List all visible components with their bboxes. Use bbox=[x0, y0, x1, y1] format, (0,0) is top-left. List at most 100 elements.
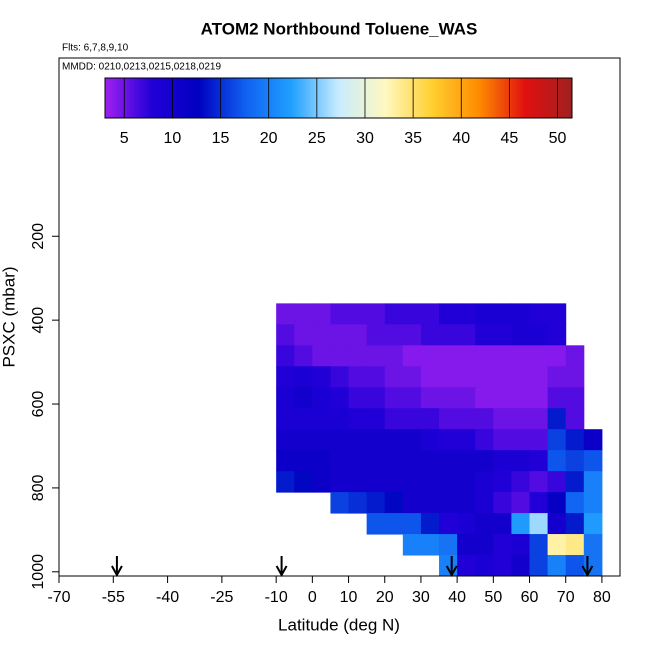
heat-cell bbox=[402, 534, 422, 556]
heat-cell bbox=[439, 345, 458, 367]
heat-cell bbox=[493, 471, 512, 493]
heat-cell bbox=[493, 324, 512, 346]
heat-cell bbox=[276, 303, 295, 325]
heat-cell bbox=[348, 471, 368, 493]
heat-cell bbox=[583, 429, 603, 451]
heat-cell bbox=[511, 345, 531, 367]
heat-cell bbox=[475, 429, 494, 451]
heat-cell bbox=[366, 471, 386, 493]
heat-cell bbox=[547, 303, 567, 325]
heat-cell bbox=[402, 408, 422, 430]
heat-cell bbox=[511, 324, 531, 346]
heat-cell bbox=[294, 303, 313, 325]
heat-cell bbox=[348, 366, 368, 388]
x-tick-label: -10 bbox=[265, 589, 288, 606]
heat-cell bbox=[547, 555, 567, 577]
colorbar-tick-label: 5 bbox=[120, 130, 129, 147]
heat-cell bbox=[294, 366, 313, 388]
x-tick-label: 60 bbox=[521, 589, 539, 606]
heat-cell bbox=[384, 324, 404, 346]
heat-cell bbox=[402, 450, 422, 472]
colorbar bbox=[104, 77, 573, 119]
heat-cell bbox=[547, 492, 567, 514]
heat-cell bbox=[511, 534, 531, 556]
heat-cell bbox=[402, 513, 422, 535]
heat-cell bbox=[439, 513, 458, 535]
heat-cell bbox=[402, 387, 422, 409]
heat-cell bbox=[547, 408, 567, 430]
heat-cell bbox=[420, 408, 440, 430]
heat-cell bbox=[457, 345, 476, 367]
heat-cell bbox=[366, 450, 386, 472]
heat-cell bbox=[475, 450, 494, 472]
heat-cell bbox=[330, 324, 350, 346]
heat-cell bbox=[312, 345, 331, 367]
heat-cell bbox=[511, 555, 531, 577]
x-tick-label: 70 bbox=[557, 589, 575, 606]
heat-cell bbox=[366, 408, 386, 430]
heat-cell bbox=[529, 513, 549, 535]
heat-cell bbox=[384, 492, 404, 514]
heat-cell bbox=[475, 513, 494, 535]
heat-cell bbox=[348, 429, 368, 451]
heat-cell bbox=[565, 408, 585, 430]
heat-cell bbox=[330, 366, 350, 388]
heat-cell bbox=[529, 492, 549, 514]
heat-cell bbox=[511, 513, 531, 535]
heat-cell bbox=[511, 450, 531, 472]
heat-cell bbox=[457, 408, 476, 430]
heat-cell bbox=[529, 555, 549, 577]
x-tick-label: -55 bbox=[102, 589, 125, 606]
colorbar-tick-label: 15 bbox=[212, 130, 230, 147]
colorbar-tick-label: 25 bbox=[308, 130, 326, 147]
heat-cell bbox=[420, 492, 440, 514]
heat-cell bbox=[402, 471, 422, 493]
heat-cell bbox=[402, 429, 422, 451]
heat-cell bbox=[420, 429, 440, 451]
heat-cell bbox=[384, 303, 404, 325]
heat-cell bbox=[294, 324, 313, 346]
heat-cell bbox=[565, 471, 585, 493]
colorbar-tick-label: 10 bbox=[164, 130, 182, 147]
heat-cell bbox=[276, 429, 295, 451]
heat-cell bbox=[493, 366, 512, 388]
heat-cell bbox=[312, 408, 331, 430]
heat-cell bbox=[384, 345, 404, 367]
heat-cell bbox=[312, 387, 331, 409]
heat-cell bbox=[384, 471, 404, 493]
heat-cell bbox=[348, 408, 368, 430]
heat-cell bbox=[439, 408, 458, 430]
colorbar-tick-label: 50 bbox=[549, 130, 567, 147]
heat-cell bbox=[565, 345, 585, 367]
x-tick-label: 80 bbox=[593, 589, 611, 606]
x-tick-label: 20 bbox=[376, 589, 394, 606]
heat-cell bbox=[348, 387, 368, 409]
heat-cell bbox=[312, 366, 331, 388]
heat-cell bbox=[457, 429, 476, 451]
heat-cell bbox=[529, 366, 549, 388]
heat-cell bbox=[276, 471, 295, 493]
heat-cell bbox=[493, 408, 512, 430]
heat-cell bbox=[276, 345, 295, 367]
heat-cell bbox=[565, 513, 585, 535]
y-axis-label: PSXC (mbar) bbox=[0, 266, 18, 367]
x-tick-label: 0 bbox=[308, 589, 317, 606]
heat-cell bbox=[583, 534, 603, 556]
x-tick-label: 10 bbox=[340, 589, 358, 606]
colorbar-tick-label: 40 bbox=[452, 130, 470, 147]
heat-cell bbox=[312, 450, 331, 472]
x-tick-label: 50 bbox=[484, 589, 502, 606]
flights-note: Flts: 6,7,8,9,10 bbox=[62, 43, 129, 54]
heat-cell bbox=[384, 429, 404, 451]
heat-cell bbox=[439, 429, 458, 451]
heat-cell bbox=[348, 450, 368, 472]
heat-cell bbox=[276, 366, 295, 388]
heat-cell bbox=[529, 345, 549, 367]
heat-cell bbox=[384, 513, 404, 535]
heat-cell bbox=[420, 345, 440, 367]
heat-cell bbox=[330, 303, 350, 325]
heat-cell bbox=[583, 492, 603, 514]
heat-cell bbox=[475, 345, 494, 367]
heat-cell bbox=[457, 513, 476, 535]
